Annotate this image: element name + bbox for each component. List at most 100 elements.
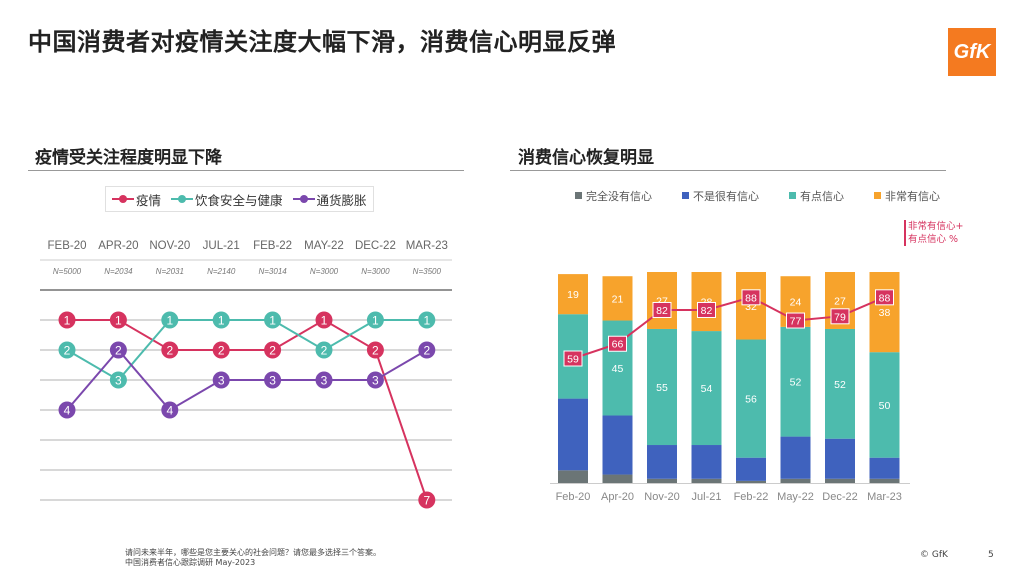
rank-label: 1 xyxy=(64,314,71,328)
rank-label: 4 xyxy=(64,404,71,418)
x-tick-label: MAY-22 xyxy=(304,240,344,252)
rank-label: 2 xyxy=(423,344,430,358)
sample-size-label: N=3000 xyxy=(361,267,390,276)
rank-label: 1 xyxy=(321,314,328,328)
bar-value-label: 55 xyxy=(656,382,668,394)
legend-marker-icon xyxy=(292,194,315,204)
rank-marker xyxy=(264,371,282,389)
legend-label: 通货膨胀 xyxy=(316,192,367,208)
x-tick-label: FEB-20 xyxy=(48,240,87,252)
x-tick-label: FEB-22 xyxy=(253,240,292,252)
left-panel-divider xyxy=(28,170,464,171)
legend-label: 疫情 xyxy=(136,192,162,208)
overlay-marker xyxy=(741,289,761,306)
legend-item-pandemic: 疫情 xyxy=(112,190,161,209)
x-tick-label: May-22 xyxy=(777,491,814,503)
legend-item-low-confidence: 不是很有信心 xyxy=(682,188,759,204)
series-line xyxy=(66,319,427,382)
sample-size-label: N=2034 xyxy=(104,267,133,276)
x-tick-label: Nov-20 xyxy=(644,491,679,503)
x-tick-label: DEC-22 xyxy=(355,240,396,252)
rank-marker xyxy=(315,341,333,359)
rank-marker xyxy=(109,311,127,329)
x-tick-label: MAR-23 xyxy=(406,240,448,252)
bar-segment xyxy=(780,436,811,479)
legend-item-some-confidence: 有点信心 xyxy=(789,188,844,204)
bar-segment xyxy=(602,474,633,483)
overlay-marker xyxy=(830,308,850,325)
rank-label: 2 xyxy=(269,344,276,358)
bar-value-label: 45 xyxy=(612,363,624,375)
rank-label: 7 xyxy=(423,494,430,508)
sample-size-label: N=5000 xyxy=(53,267,82,276)
bar-segment xyxy=(602,276,633,321)
x-tick-label: Apr-20 xyxy=(601,491,634,503)
bar-segment xyxy=(869,478,900,483)
overlay-value-label: 88 xyxy=(879,292,891,304)
page-number: 5 xyxy=(988,550,994,560)
left-panel-title: 疫情受关注程度明显下降 xyxy=(35,148,222,168)
rank-label: 3 xyxy=(115,374,122,388)
rank-marker xyxy=(58,311,76,329)
rank-marker xyxy=(109,371,127,389)
rank-marker xyxy=(212,341,230,359)
rank-label: 1 xyxy=(218,314,225,328)
legend-label: 饮食安全与健康 xyxy=(195,192,283,208)
rank-label: 3 xyxy=(218,374,225,388)
rank-label: 2 xyxy=(321,344,328,358)
overlay-marker xyxy=(697,301,716,318)
rank-marker xyxy=(58,401,76,419)
bar-segment xyxy=(558,274,588,315)
bar-value-label: 52 xyxy=(790,377,802,389)
x-tick-label: NOV-20 xyxy=(149,240,190,252)
rank-marker xyxy=(212,311,230,329)
overlay-value-label: 82 xyxy=(701,305,713,317)
bar-value-label: 38 xyxy=(879,307,891,319)
x-tick-label: JUL-21 xyxy=(203,240,240,252)
rank-label: 3 xyxy=(372,374,379,388)
bar-segment xyxy=(780,478,811,483)
sample-size-label: N=2140 xyxy=(207,267,236,276)
page-title: 中国消费者对疫情关注度大幅下滑，消费信心明显反弹 xyxy=(28,28,616,56)
series-line xyxy=(67,318,428,501)
rank-marker xyxy=(161,401,179,419)
bar-segment xyxy=(691,445,722,479)
right-panel-title: 消费信心恢复明显 xyxy=(518,148,654,168)
bar-segment xyxy=(647,478,677,483)
copyright: © GfK xyxy=(920,550,948,560)
overlay-marker xyxy=(875,289,894,306)
bar-segment xyxy=(691,331,722,446)
overlay-value-label: 77 xyxy=(790,316,802,328)
rank-marker xyxy=(161,311,179,329)
legend-marker-icon xyxy=(171,194,194,204)
rank-marker xyxy=(366,341,384,359)
bar-value-label: 19 xyxy=(567,289,579,301)
rank-marker xyxy=(366,311,384,329)
bar-segment xyxy=(602,415,633,475)
bar-segment xyxy=(825,438,855,479)
legend-item-no-confidence: 完全没有信心 xyxy=(575,188,652,204)
line-overlay-note: 非常有信心+ 有点信心 % xyxy=(904,220,964,246)
bar-segment xyxy=(825,478,855,483)
line-chart-legend: 疫情 饮食安全与健康 通货膨胀 xyxy=(105,186,374,212)
rank-label: 1 xyxy=(166,314,173,328)
bar-segment xyxy=(736,272,766,340)
overlay-marker xyxy=(608,335,627,352)
rank-label: 1 xyxy=(372,314,379,328)
x-tick-label: Dec-22 xyxy=(822,491,857,503)
x-tick-label: Jul-21 xyxy=(692,491,722,503)
bar-value-label: 27 xyxy=(834,295,846,307)
overlay-marker xyxy=(786,312,805,329)
bar-value-label: 32 xyxy=(745,301,757,313)
overlay-value-label: 59 xyxy=(567,354,579,366)
bar-segment xyxy=(647,445,677,479)
rank-marker xyxy=(418,341,436,359)
legend-item-food-safety: 饮食安全与健康 xyxy=(171,190,283,209)
bar-segment xyxy=(647,272,677,329)
rank-label: 1 xyxy=(423,314,430,328)
bar-value-label: 54 xyxy=(701,383,713,395)
bar-segment xyxy=(825,328,855,439)
legend-item-inflation: 通货膨胀 xyxy=(292,190,367,209)
overlay-marker xyxy=(563,350,583,367)
rank-label: 2 xyxy=(218,344,225,358)
